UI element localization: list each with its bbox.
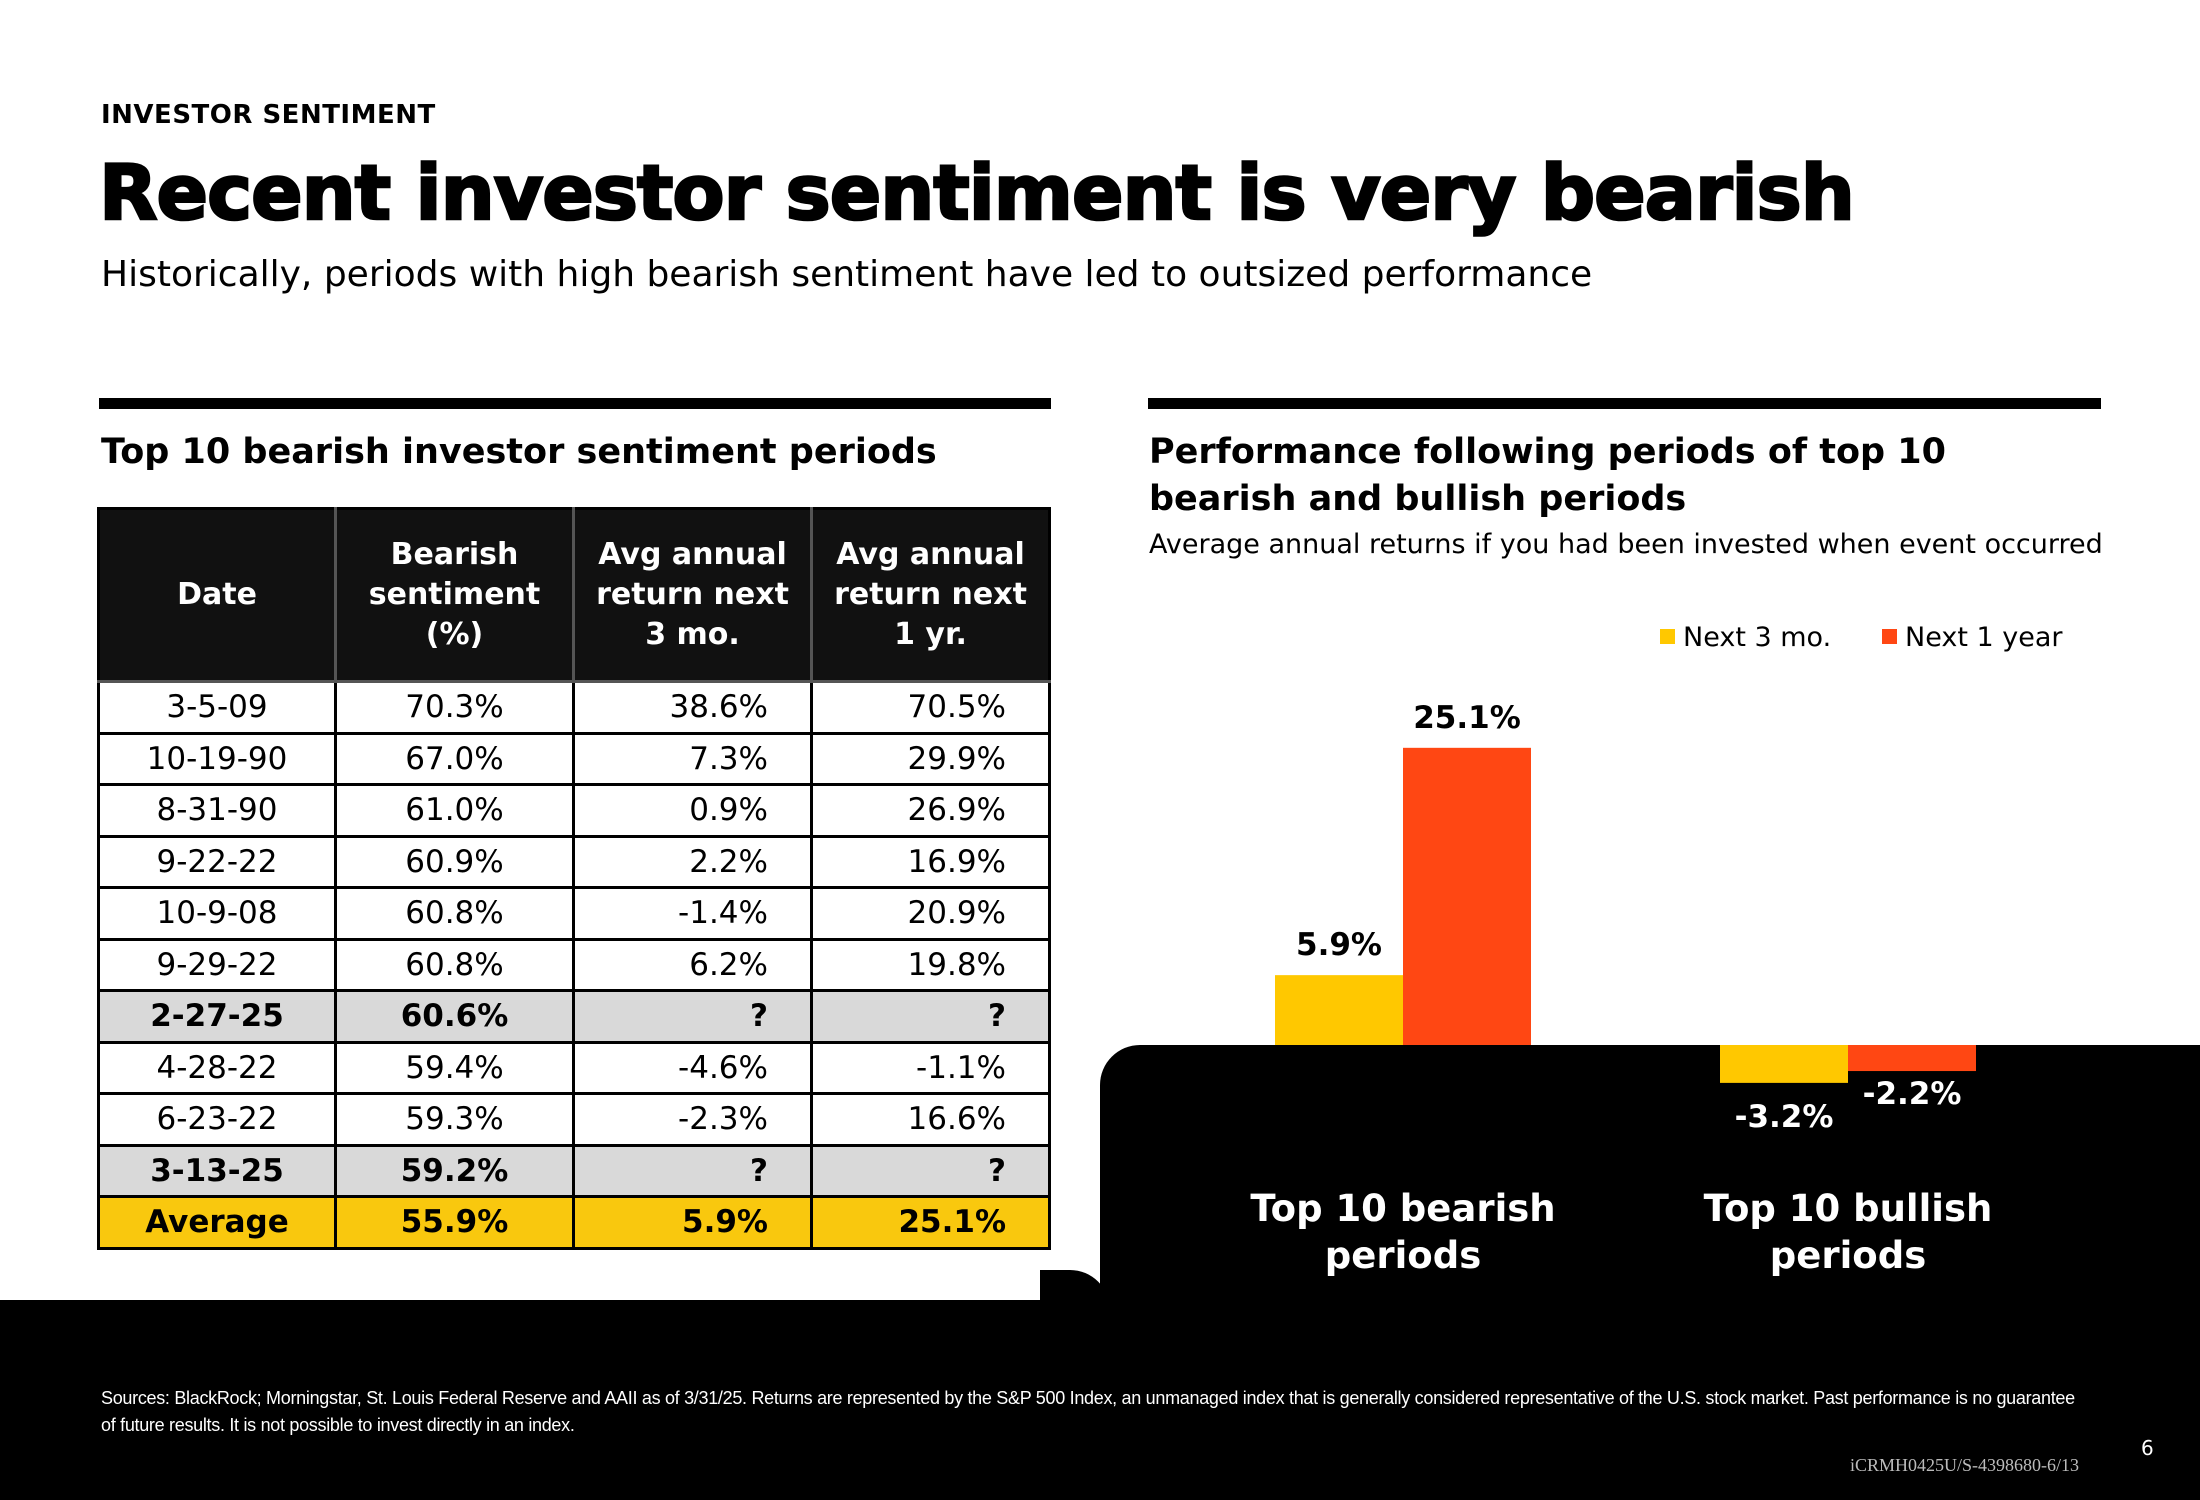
table-row: 4-28-22 59.4% -4.6% -1.1% <box>97 1040 1051 1095</box>
document-code: iCRMH0425U/S-4398680-6/13 <box>1850 1455 2080 1475</box>
table-cell-ret1: 16.9% <box>810 834 1051 889</box>
data-label-1-0: -3.2% <box>1735 1099 1834 1135</box>
sentiment-table: Date Bearish sentiment (%) Avg annual re… <box>97 507 1051 1250</box>
table-cell-sentiment: 55.9% <box>334 1195 575 1250</box>
page-title: Recent investor sentiment is very bearis… <box>98 147 1856 239</box>
table-cell-date: 6-23-22 <box>97 1092 337 1147</box>
table-cell-ret1: 70.5% <box>810 680 1051 735</box>
table-cell-ret3: 6.2% <box>572 937 813 992</box>
table-cell-ret1: ? <box>810 989 1051 1044</box>
performance-bar-chart: Next 3 mo. Next 1 year 5.9% 25.1% -3.2% -2.2… <box>1250 622 2063 1277</box>
page-number: 6 <box>2141 1436 2154 1460</box>
table-cell-ret3: -2.3% <box>572 1092 813 1147</box>
table-average-row: Average 55.9% 5.9% 25.1% <box>97 1195 1051 1250</box>
table-cell-date: 3-13-25 <box>97 1143 337 1198</box>
chart-subtitle: Average annual returns if you had been i… <box>1149 529 2103 560</box>
table-row: 2-27-25 60.6%?? <box>97 989 1051 1044</box>
table-cell-ret1: ? <box>810 1143 1051 1198</box>
table-cell-ret3: ? <box>572 989 813 1044</box>
bar-0-0 <box>1275 975 1403 1045</box>
table-cell-sentiment: 60.9% <box>334 834 575 889</box>
data-label-0-0: 5.9% <box>1296 927 1382 963</box>
table-title: Top 10 bearish investor sentiment period… <box>101 432 937 472</box>
table-cell-sentiment: 59.3% <box>334 1092 575 1147</box>
data-label-1-1: -2.2% <box>1863 1076 1962 1112</box>
table-cell-ret3: ? <box>572 1143 813 1198</box>
table-cell-sentiment: 59.4% <box>334 1040 575 1095</box>
table-header-row: Date Bearish sentiment (%) Avg annual re… <box>97 507 1051 683</box>
table-cell-sentiment: 60.8% <box>334 937 575 992</box>
table-cell-sentiment: 59.2% <box>334 1143 575 1198</box>
table-cell-sentiment: 60.6% <box>334 989 575 1044</box>
bar-0-1 <box>1403 747 1531 1045</box>
chart-base-panel <box>1100 1045 2200 1355</box>
header-return-3mo: Avg annual return next 3 mo. <box>572 507 813 683</box>
table-cell-date: 10-19-90 <box>97 731 337 786</box>
legend-swatch-0 <box>1660 629 1675 644</box>
table-cell-ret1: 29.9% <box>810 731 1051 786</box>
right-section-rule <box>1148 398 2101 409</box>
table-cell-sentiment: 70.3% <box>334 680 575 735</box>
table-row: 9-22-22 60.9% 2.2% 16.9% <box>97 834 1051 889</box>
header-return-1yr: Avg annual return next 1 yr. <box>810 507 1051 683</box>
table-row: 3-5-09 70.3% 38.6% 70.5% <box>97 680 1051 735</box>
table-cell-ret3: -4.6% <box>572 1040 813 1095</box>
chart-bars: 5.9% 25.1% -3.2% -2.2% <box>1275 700 1976 1135</box>
table-row: 6-23-22 59.3% -2.3% 16.6% <box>97 1092 1051 1147</box>
table-row: 8-31-90 61.0% 0.9% 26.9% <box>97 783 1051 838</box>
table-cell-sentiment: 61.0% <box>334 783 575 838</box>
left-section-rule <box>99 398 1051 409</box>
table-row: 3-13-25 59.2%?? <box>97 1143 1051 1198</box>
table-cell-date: 9-29-22 <box>97 937 337 992</box>
table-cell-ret3: 38.6% <box>572 680 813 735</box>
table-row: 10-9-08 60.8% -1.4% 20.9% <box>97 886 1051 941</box>
table-cell-date: Average <box>97 1195 337 1250</box>
table-cell-ret3: 7.3% <box>572 731 813 786</box>
table-cell-date: 8-31-90 <box>97 783 337 838</box>
table-cell-date: 9-22-22 <box>97 834 337 889</box>
chart-category-labels: Top 10 bearish periods Top 10 bullish perio… <box>1250 1187 1992 1277</box>
page-subtitle: Historically, periods with high bearish … <box>101 254 1593 295</box>
sources-footnote: Sources: BlackRock; Morningstar, St. Lou… <box>101 1388 2075 1435</box>
table-cell-ret3: 2.2% <box>572 834 813 889</box>
chart-legend: Next 3 mo. Next 1 year <box>1660 622 2063 653</box>
table-cell-ret3: 5.9% <box>572 1195 813 1250</box>
data-label-0-1: 25.1% <box>1413 700 1521 736</box>
table-cell-ret3: 0.9% <box>572 783 813 838</box>
header-sentiment: Bearish sentiment (%) <box>334 507 575 683</box>
table-cell-date: 3-5-09 <box>97 680 337 735</box>
bar-1-0 <box>1720 1045 1848 1083</box>
table-cell-date: 2-27-25 <box>97 989 337 1044</box>
table-row: 10-19-90 67.0% 7.3% 29.9% <box>97 731 1051 786</box>
table-cell-date: 10-9-08 <box>97 886 337 941</box>
table-cell-ret1: 25.1% <box>810 1195 1051 1250</box>
category-label-0: Top 10 bearish periods <box>1250 1187 1555 1277</box>
legend-label-1: Next 1 year <box>1905 622 2063 653</box>
eyebrow-label: INVESTOR SENTIMENT <box>101 100 436 130</box>
legend-swatch-1 <box>1882 629 1897 644</box>
table-cell-sentiment: 60.8% <box>334 886 575 941</box>
table-cell-date: 4-28-22 <box>97 1040 337 1095</box>
table-cell-ret1: -1.1% <box>810 1040 1051 1095</box>
table-cell-ret1: 20.9% <box>810 886 1051 941</box>
table-cell-ret1: 26.9% <box>810 783 1051 838</box>
table-cell-ret3: -1.4% <box>572 886 813 941</box>
table-cell-sentiment: 67.0% <box>334 731 575 786</box>
table-cell-ret1: 19.8% <box>810 937 1051 992</box>
category-label-1: Top 10 bullish periods <box>1704 1187 1993 1277</box>
table-row: 9-29-22 60.8% 6.2% 19.8% <box>97 937 1051 992</box>
header-date: Date <box>97 507 337 683</box>
chart-title: Performance following periods of top 10 … <box>1149 432 1947 519</box>
table-cell-ret1: 16.6% <box>810 1092 1051 1147</box>
bar-1-1 <box>1848 1045 1976 1072</box>
legend-label-0: Next 3 mo. <box>1683 622 1831 653</box>
